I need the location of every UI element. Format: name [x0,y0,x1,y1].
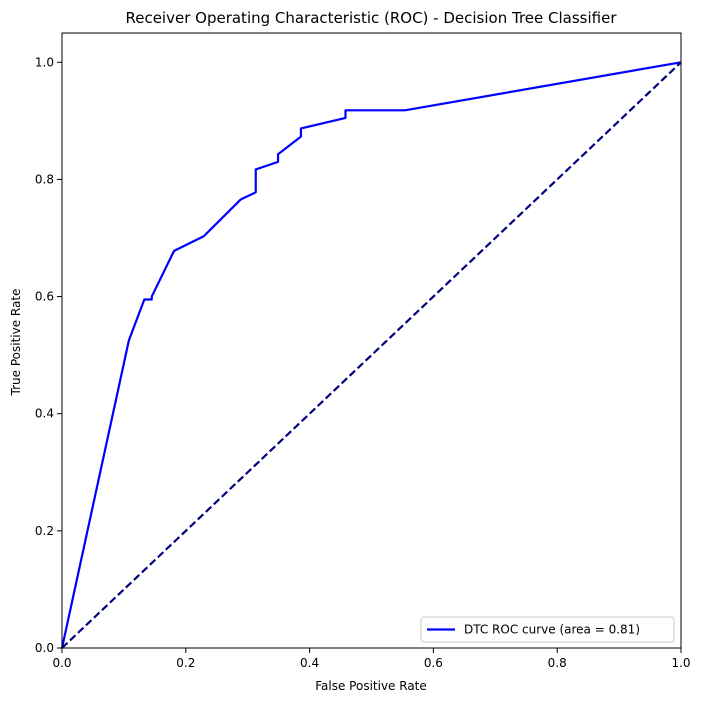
x-tick-label: 1.0 [671,656,690,670]
x-axis-label: False Positive Rate [315,679,427,693]
legend-entry-label: DTC ROC curve (area = 0.81) [464,623,640,637]
plot-area [60,32,682,649]
chart-title: Receiver Operating Characteristic (ROC) … [125,9,617,27]
plot-frame [61,32,682,649]
plot-background [62,33,681,648]
x-tick-label: 0.0 [52,656,71,670]
chance-diagonal-line [61,61,682,649]
y-tick-label: 1.0 [35,55,54,69]
x-tick-label: 0.6 [424,656,443,670]
x-tick-label: 0.8 [548,656,567,670]
x-tick-label: 0.4 [300,656,319,670]
x-tick-label: 0.2 [176,656,195,670]
y-tick-label: 0.6 [35,290,54,304]
x-axis-ticks: 0.0 0.2 0.4 0.6 0.8 1.0 [52,648,691,670]
y-axis-label: True Positive Rate [9,289,23,397]
y-tick-label: 0.8 [35,172,54,186]
legend-box [420,616,675,643]
y-tick-label: 0.4 [35,407,54,421]
y-tick-label: 0.0 [35,641,54,655]
roc-curve-line [60,61,682,649]
legend: DTC ROC curve (area = 0.81) [420,616,675,643]
y-axis-ticks: 0.0 0.2 0.4 0.6 0.8 1.0 [35,55,62,655]
y-tick-label: 0.2 [35,524,54,538]
